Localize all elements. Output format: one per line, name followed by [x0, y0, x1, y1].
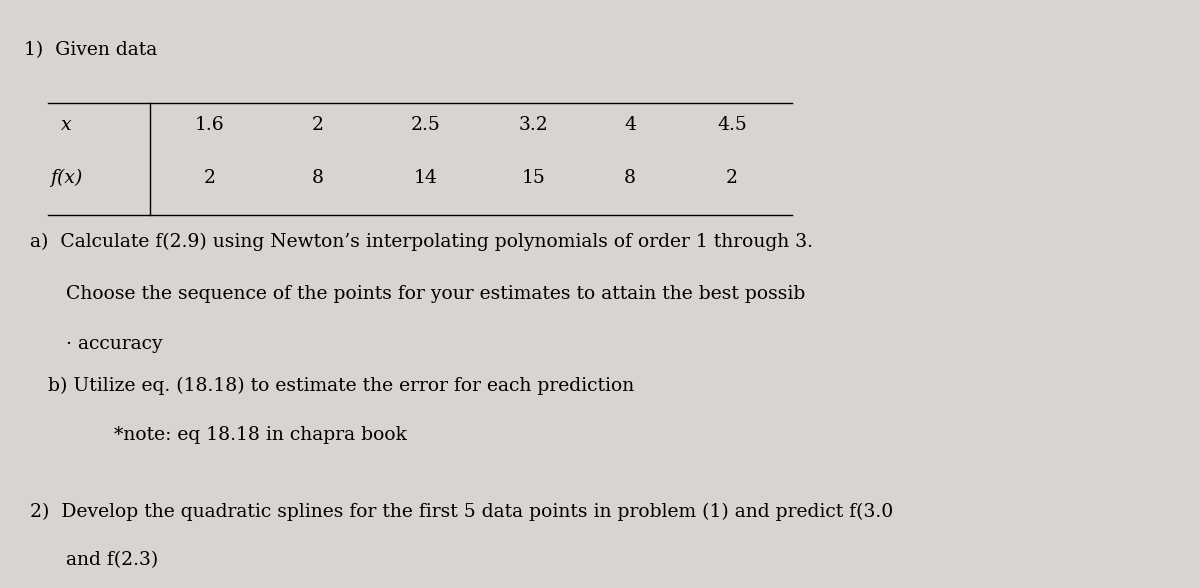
- Text: 2: 2: [204, 169, 216, 187]
- Text: 15: 15: [522, 169, 546, 187]
- Text: 8: 8: [312, 169, 324, 187]
- Text: Choose the sequence of the points for your estimates to attain the best possib: Choose the sequence of the points for yo…: [30, 285, 805, 303]
- Text: 8: 8: [624, 169, 636, 187]
- Text: 1.6: 1.6: [196, 116, 224, 134]
- Text: *note: eq 18.18 in chapra book: *note: eq 18.18 in chapra book: [30, 426, 407, 445]
- Text: a)  Calculate f(2.9) using Newton’s interpolating polynomials of order 1 through: a) Calculate f(2.9) using Newton’s inter…: [30, 232, 814, 250]
- Text: b) Utilize eq. (18.18) to estimate the error for each prediction: b) Utilize eq. (18.18) to estimate the e…: [30, 376, 635, 395]
- Text: and f(2.3): and f(2.3): [30, 552, 158, 570]
- Text: f(x): f(x): [50, 169, 82, 187]
- Text: 1)  Given data: 1) Given data: [24, 41, 157, 59]
- Text: 3.2: 3.2: [520, 116, 548, 134]
- Text: 4: 4: [624, 116, 636, 134]
- Text: · accuracy: · accuracy: [30, 335, 163, 353]
- Text: 2)  Develop the quadratic splines for the first 5 data points in problem (1) and: 2) Develop the quadratic splines for the…: [30, 503, 893, 521]
- Text: x: x: [61, 116, 71, 134]
- Text: 4.5: 4.5: [718, 116, 746, 134]
- Text: 14: 14: [414, 169, 438, 187]
- Text: 2: 2: [726, 169, 738, 187]
- Text: 2: 2: [312, 116, 324, 134]
- Text: 2.5: 2.5: [412, 116, 440, 134]
